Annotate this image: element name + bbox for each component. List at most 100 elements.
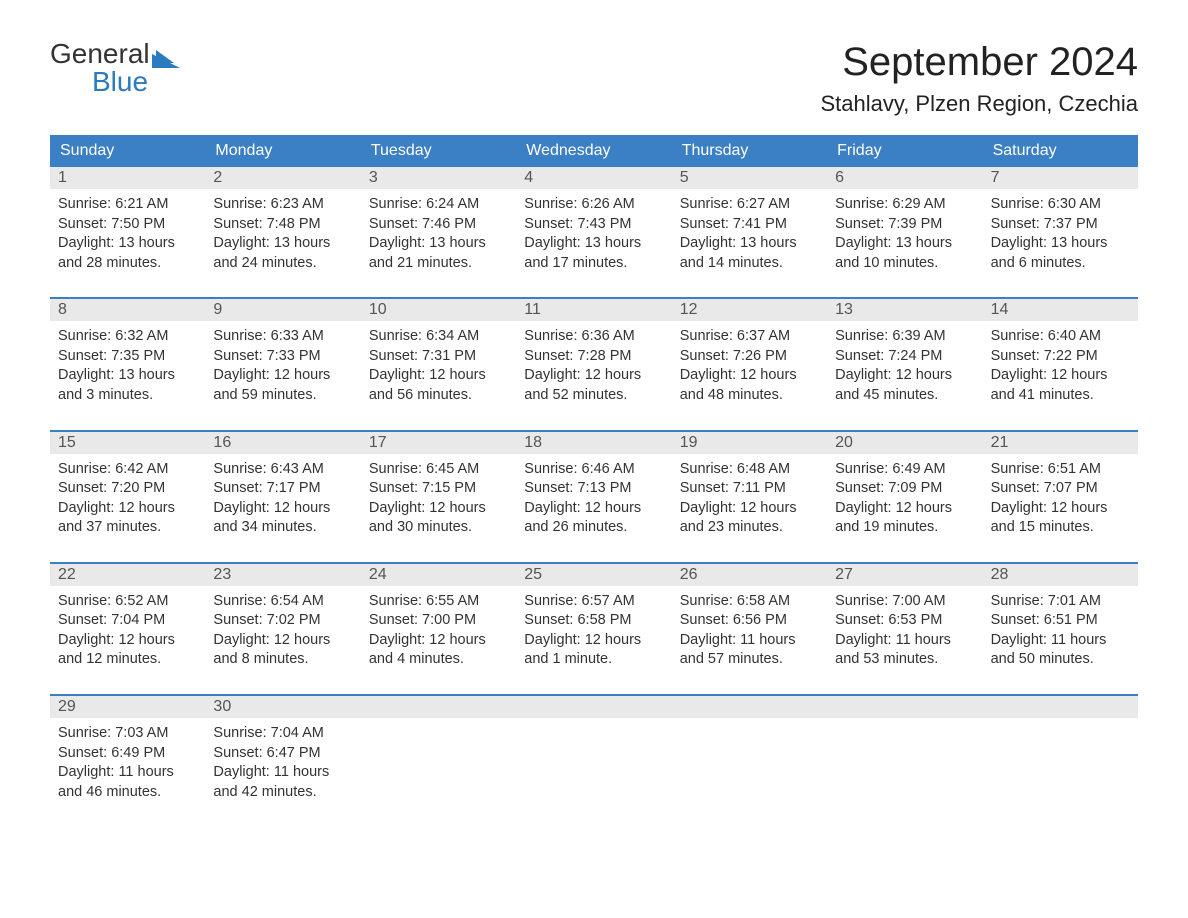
week-row: 22Sunrise: 6:52 AMSunset: 7:04 PMDayligh…	[50, 562, 1138, 676]
day-number: 3	[361, 167, 516, 189]
daylight-text-2: and 24 minutes.	[213, 254, 352, 274]
day-number: 25	[516, 564, 671, 586]
day-cell	[827, 696, 982, 808]
daylight-text-1: Daylight: 12 hours	[369, 366, 508, 386]
weekday-header: Monday	[205, 135, 360, 167]
day-content: Sunrise: 6:48 AMSunset: 7:11 PMDaylight:…	[672, 454, 827, 544]
day-cell: 21Sunrise: 6:51 AMSunset: 7:07 PMDayligh…	[983, 432, 1138, 544]
day-content: Sunrise: 6:23 AMSunset: 7:48 PMDaylight:…	[205, 189, 360, 279]
day-content: Sunrise: 6:49 AMSunset: 7:09 PMDaylight:…	[827, 454, 982, 544]
day-content: Sunrise: 6:54 AMSunset: 7:02 PMDaylight:…	[205, 586, 360, 676]
sunset-text: Sunset: 7:02 PM	[213, 611, 352, 631]
day-cell: 29Sunrise: 7:03 AMSunset: 6:49 PMDayligh…	[50, 696, 205, 808]
daylight-text-2: and 26 minutes.	[524, 518, 663, 538]
day-cell: 15Sunrise: 6:42 AMSunset: 7:20 PMDayligh…	[50, 432, 205, 544]
sunrise-text: Sunrise: 6:45 AM	[369, 460, 508, 480]
daylight-text-1: Daylight: 13 hours	[369, 234, 508, 254]
day-number: 22	[50, 564, 205, 586]
daylight-text-2: and 50 minutes.	[991, 650, 1130, 670]
day-number: 12	[672, 299, 827, 321]
day-number: 23	[205, 564, 360, 586]
daylight-text-2: and 6 minutes.	[991, 254, 1130, 274]
sunset-text: Sunset: 7:11 PM	[680, 479, 819, 499]
sunset-text: Sunset: 7:09 PM	[835, 479, 974, 499]
day-number: 4	[516, 167, 671, 189]
daylight-text-1: Daylight: 12 hours	[213, 499, 352, 519]
daylight-text-1: Daylight: 11 hours	[58, 763, 197, 783]
sunrise-text: Sunrise: 6:49 AM	[835, 460, 974, 480]
logo-text-top: General	[50, 40, 150, 68]
daylight-text-1: Daylight: 12 hours	[58, 499, 197, 519]
day-content: Sunrise: 6:29 AMSunset: 7:39 PMDaylight:…	[827, 189, 982, 279]
sunset-text: Sunset: 7:28 PM	[524, 347, 663, 367]
sunset-text: Sunset: 6:49 PM	[58, 744, 197, 764]
day-cell: 12Sunrise: 6:37 AMSunset: 7:26 PMDayligh…	[672, 299, 827, 411]
day-cell	[672, 696, 827, 808]
day-content: Sunrise: 6:26 AMSunset: 7:43 PMDaylight:…	[516, 189, 671, 279]
daylight-text-2: and 23 minutes.	[680, 518, 819, 538]
sunrise-text: Sunrise: 6:42 AM	[58, 460, 197, 480]
sunrise-text: Sunrise: 6:43 AM	[213, 460, 352, 480]
daylight-text-2: and 56 minutes.	[369, 386, 508, 406]
sunrise-text: Sunrise: 6:23 AM	[213, 195, 352, 215]
daylight-text-2: and 8 minutes.	[213, 650, 352, 670]
day-number	[672, 696, 827, 718]
daylight-text-1: Daylight: 12 hours	[835, 366, 974, 386]
daylight-text-2: and 10 minutes.	[835, 254, 974, 274]
sunrise-text: Sunrise: 6:48 AM	[680, 460, 819, 480]
day-cell: 13Sunrise: 6:39 AMSunset: 7:24 PMDayligh…	[827, 299, 982, 411]
sunrise-text: Sunrise: 6:36 AM	[524, 327, 663, 347]
daylight-text-1: Daylight: 12 hours	[991, 499, 1130, 519]
day-content: Sunrise: 6:46 AMSunset: 7:13 PMDaylight:…	[516, 454, 671, 544]
day-content: Sunrise: 6:36 AMSunset: 7:28 PMDaylight:…	[516, 321, 671, 411]
daylight-text-2: and 45 minutes.	[835, 386, 974, 406]
sunset-text: Sunset: 7:50 PM	[58, 215, 197, 235]
day-content: Sunrise: 6:30 AMSunset: 7:37 PMDaylight:…	[983, 189, 1138, 279]
sunrise-text: Sunrise: 6:46 AM	[524, 460, 663, 480]
sunrise-text: Sunrise: 6:34 AM	[369, 327, 508, 347]
sunrise-text: Sunrise: 6:55 AM	[369, 592, 508, 612]
daylight-text-2: and 3 minutes.	[58, 386, 197, 406]
daylight-text-2: and 53 minutes.	[835, 650, 974, 670]
day-cell: 8Sunrise: 6:32 AMSunset: 7:35 PMDaylight…	[50, 299, 205, 411]
day-number: 8	[50, 299, 205, 321]
sunset-text: Sunset: 7:00 PM	[369, 611, 508, 631]
sunset-text: Sunset: 7:41 PM	[680, 215, 819, 235]
day-number: 27	[827, 564, 982, 586]
day-cell: 1Sunrise: 6:21 AMSunset: 7:50 PMDaylight…	[50, 167, 205, 279]
sunrise-text: Sunrise: 7:03 AM	[58, 724, 197, 744]
day-number: 20	[827, 432, 982, 454]
daylight-text-1: Daylight: 13 hours	[991, 234, 1130, 254]
sunrise-text: Sunrise: 6:29 AM	[835, 195, 974, 215]
day-content: Sunrise: 6:21 AMSunset: 7:50 PMDaylight:…	[50, 189, 205, 279]
weeks-container: 1Sunrise: 6:21 AMSunset: 7:50 PMDaylight…	[50, 167, 1138, 808]
day-number: 30	[205, 696, 360, 718]
day-content	[516, 718, 671, 788]
logo-top-row: General	[50, 40, 180, 68]
day-cell: 6Sunrise: 6:29 AMSunset: 7:39 PMDaylight…	[827, 167, 982, 279]
day-content: Sunrise: 6:37 AMSunset: 7:26 PMDaylight:…	[672, 321, 827, 411]
day-number: 24	[361, 564, 516, 586]
daylight-text-1: Daylight: 13 hours	[524, 234, 663, 254]
day-cell: 27Sunrise: 7:00 AMSunset: 6:53 PMDayligh…	[827, 564, 982, 676]
day-cell: 16Sunrise: 6:43 AMSunset: 7:17 PMDayligh…	[205, 432, 360, 544]
day-cell: 17Sunrise: 6:45 AMSunset: 7:15 PMDayligh…	[361, 432, 516, 544]
day-cell: 20Sunrise: 6:49 AMSunset: 7:09 PMDayligh…	[827, 432, 982, 544]
sunset-text: Sunset: 7:31 PM	[369, 347, 508, 367]
day-cell: 28Sunrise: 7:01 AMSunset: 6:51 PMDayligh…	[983, 564, 1138, 676]
day-content: Sunrise: 6:33 AMSunset: 7:33 PMDaylight:…	[205, 321, 360, 411]
daylight-text-2: and 21 minutes.	[369, 254, 508, 274]
daylight-text-1: Daylight: 12 hours	[369, 631, 508, 651]
day-cell: 2Sunrise: 6:23 AMSunset: 7:48 PMDaylight…	[205, 167, 360, 279]
sunset-text: Sunset: 7:15 PM	[369, 479, 508, 499]
daylight-text-2: and 48 minutes.	[680, 386, 819, 406]
day-number: 21	[983, 432, 1138, 454]
weekday-header-row: Sunday Monday Tuesday Wednesday Thursday…	[50, 135, 1138, 167]
sunrise-text: Sunrise: 6:39 AM	[835, 327, 974, 347]
day-content: Sunrise: 6:51 AMSunset: 7:07 PMDaylight:…	[983, 454, 1138, 544]
day-number: 6	[827, 167, 982, 189]
sunset-text: Sunset: 7:35 PM	[58, 347, 197, 367]
daylight-text-1: Daylight: 12 hours	[680, 366, 819, 386]
daylight-text-1: Daylight: 11 hours	[991, 631, 1130, 651]
daylight-text-2: and 12 minutes.	[58, 650, 197, 670]
